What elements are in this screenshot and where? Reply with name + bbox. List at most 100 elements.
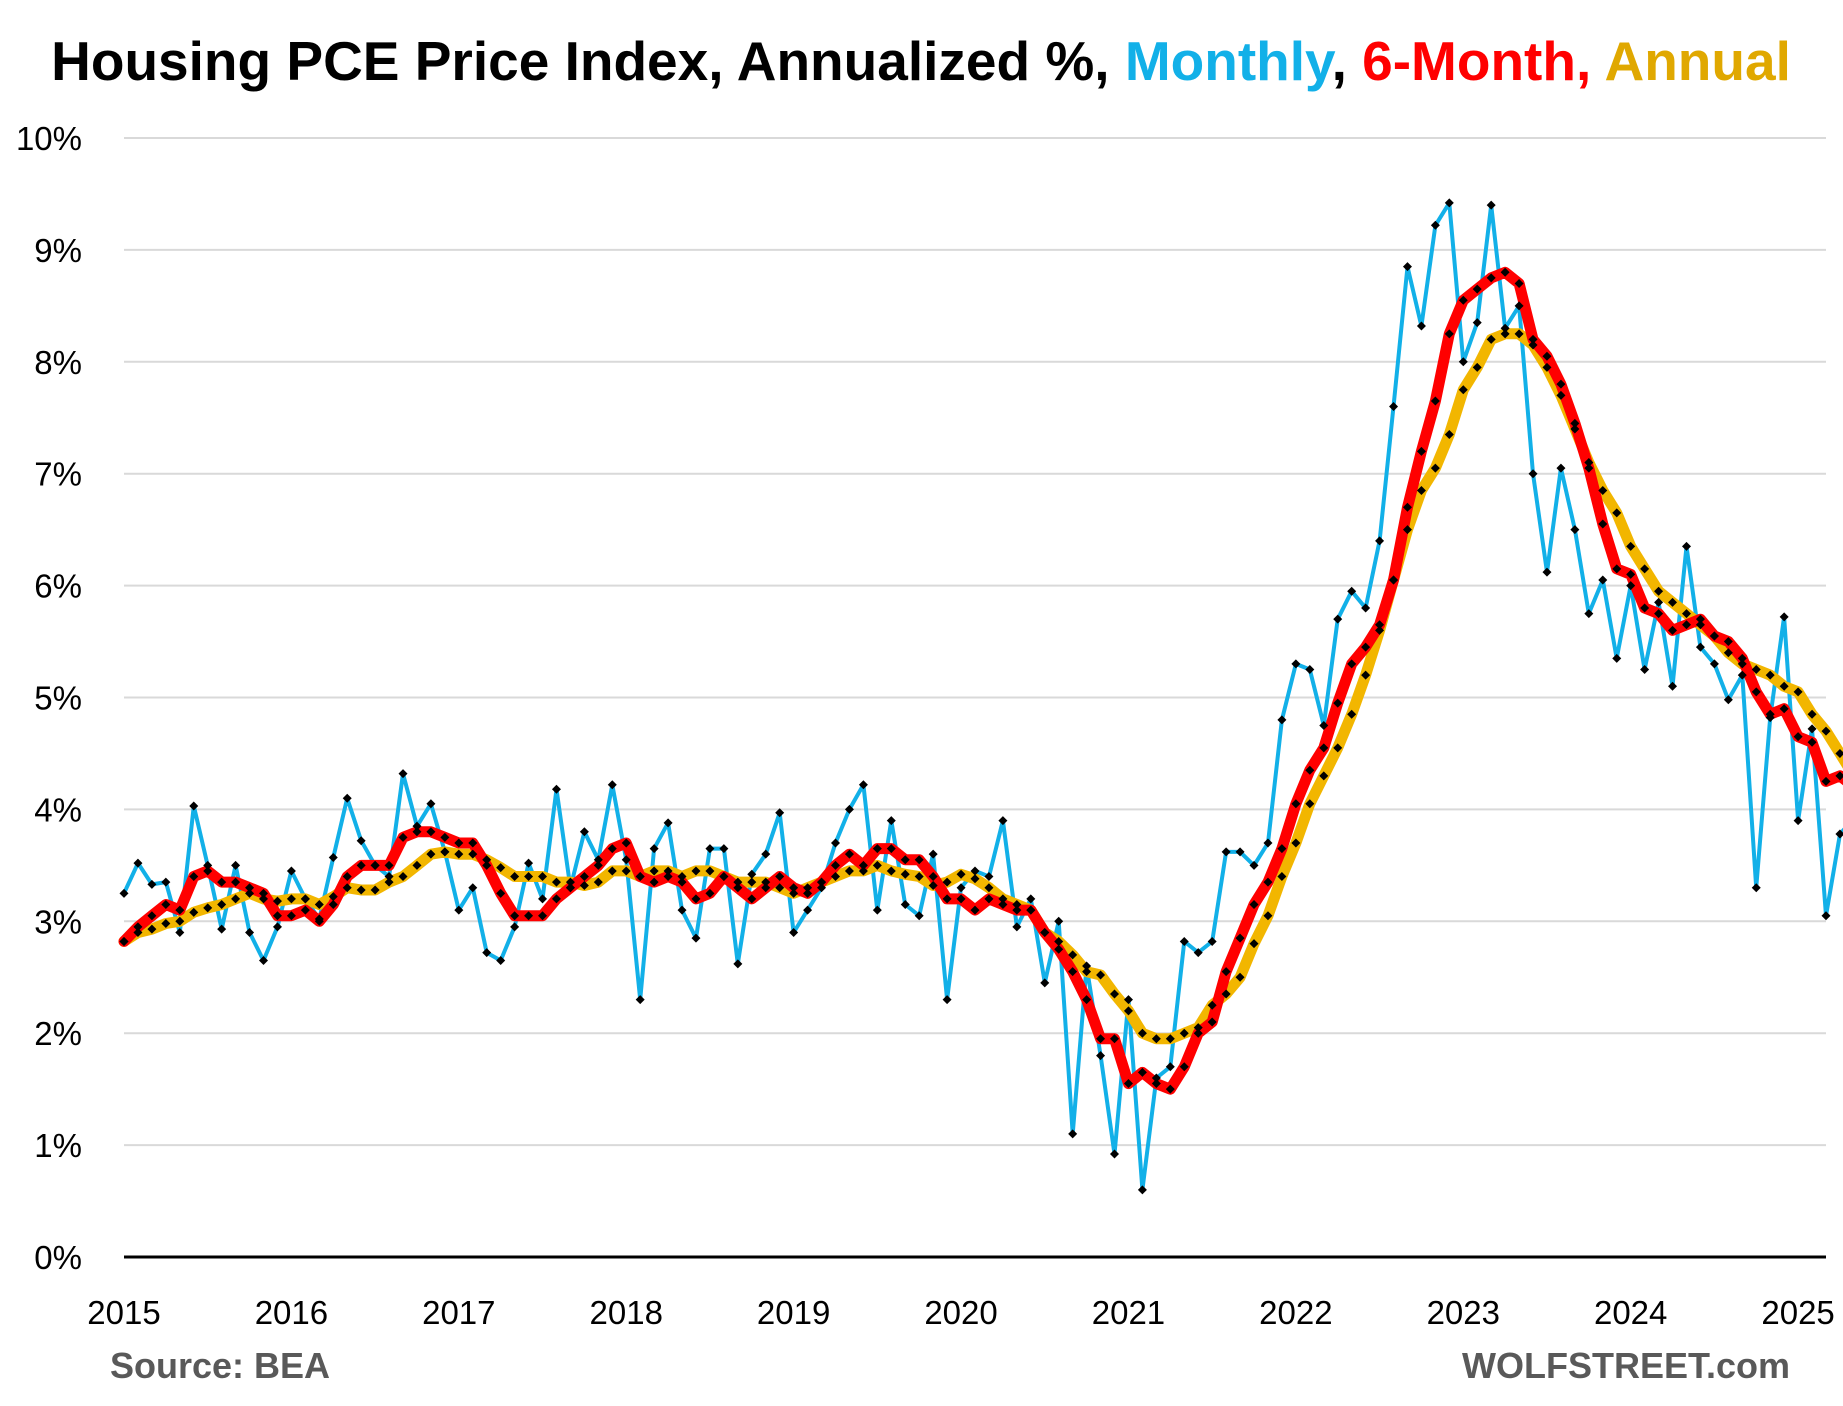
data-point-annual [510,872,520,882]
data-point-annual [1528,340,1538,350]
data-point-annual [1137,1028,1147,1038]
data-point-monthly [1430,220,1440,230]
data-point-annual [1319,771,1329,781]
data-point-annual [1835,748,1843,758]
data-point-6-month [970,905,980,915]
data-point-6-month [942,894,952,904]
data-point-annual [133,927,143,937]
data-point-6-month [412,827,422,837]
data-point-annual [496,863,506,873]
data-point-monthly [1333,614,1343,624]
data-point-annual [565,877,575,887]
data-point-annual [1500,329,1510,339]
data-point-annual [1444,430,1454,440]
data-point-annual [677,872,687,882]
series-line-6-month [118,266,1843,1095]
data-point-6-month [1556,379,1566,389]
data-point-6-month [705,888,715,898]
data-point-6-month [1528,334,1538,344]
data-point-monthly [1723,695,1733,705]
data-point-annual [775,883,785,893]
data-point-6-month [426,827,436,837]
data-point-6-month [761,883,771,893]
data-point-annual [1723,648,1733,658]
data-point-annual [1235,972,1245,982]
data-point-monthly [133,858,143,868]
data-point-6-month [593,860,603,870]
data-point-6-month [328,900,338,910]
data-point-monthly [286,866,296,876]
x-tick-label: 2023 [1427,1294,1500,1331]
data-point-monthly [663,818,673,828]
data-point-6-month [524,911,534,921]
data-point-6-month [1430,396,1440,406]
data-point-monthly [1110,1149,1120,1159]
data-point-annual [956,869,966,879]
data-point-6-month [747,894,757,904]
data-point-6-month [621,838,631,848]
data-point-monthly [175,927,185,937]
data-point-monthly [272,922,282,932]
data-point-6-month [803,888,813,898]
data-point-6-month [314,916,324,926]
data-point-annual [1012,900,1022,910]
data-point-annual [454,849,464,859]
data-point-annual [1347,709,1357,719]
data-point-6-month [1486,273,1496,283]
data-point-annual [1123,1006,1133,1016]
data-point-monthly [607,780,617,790]
data-point-6-month [607,844,617,854]
data-point-monthly [119,888,129,898]
data-point-monthly [1835,829,1843,839]
data-point-monthly [998,816,1008,826]
data-point-annual [175,916,185,926]
data-point-monthly [1695,642,1705,652]
data-point-6-month [1779,704,1789,714]
data-point-annual [1458,385,1468,395]
data-point-annual [1333,743,1343,753]
data-point-6-month [1793,732,1803,742]
data-point-monthly [1375,536,1385,546]
data-point-monthly [1416,321,1426,331]
data-point-monthly [886,816,896,826]
data-point-annual [342,883,352,893]
data-point-annual [1640,564,1650,574]
data-point-6-month [1277,844,1287,854]
series-line-monthly [122,200,1843,1192]
data-point-annual [719,872,729,882]
data-point-annual [789,888,799,898]
data-point-6-month [496,888,506,898]
data-point-monthly [635,995,645,1005]
data-point-annual [942,877,952,887]
data-point-annual [1668,597,1678,607]
data-point-6-month [510,911,520,921]
data-point-annual [314,900,324,910]
data-point-6-month [984,894,994,904]
data-point-6-month [844,849,854,859]
data-point-monthly [496,955,506,965]
data-point-6-month [649,877,659,887]
data-point-annual [1695,620,1705,630]
data-point-annual [482,855,492,865]
data-point-6-month [1319,743,1329,753]
data-point-annual [272,896,282,906]
data-point-monthly [1821,911,1831,921]
data-point-6-month [161,900,171,910]
data-point-6-month [928,872,938,882]
data-point-annual [1068,950,1078,960]
data-point-annual [858,866,868,876]
data-point-monthly [1668,681,1678,691]
data-point-annual [370,885,380,895]
data-point-annual [1598,485,1608,495]
data-point-6-month [1542,351,1552,361]
data-point-annual [998,894,1008,904]
data-point-annual [1612,508,1622,518]
data-point-monthly [147,879,157,889]
data-point-annual [1681,609,1691,619]
data-point-annual [886,866,896,876]
data-point-annual [1751,665,1761,675]
data-point-6-month [245,883,255,893]
data-point-6-month [1807,737,1817,747]
data-point-annual [1626,541,1636,551]
